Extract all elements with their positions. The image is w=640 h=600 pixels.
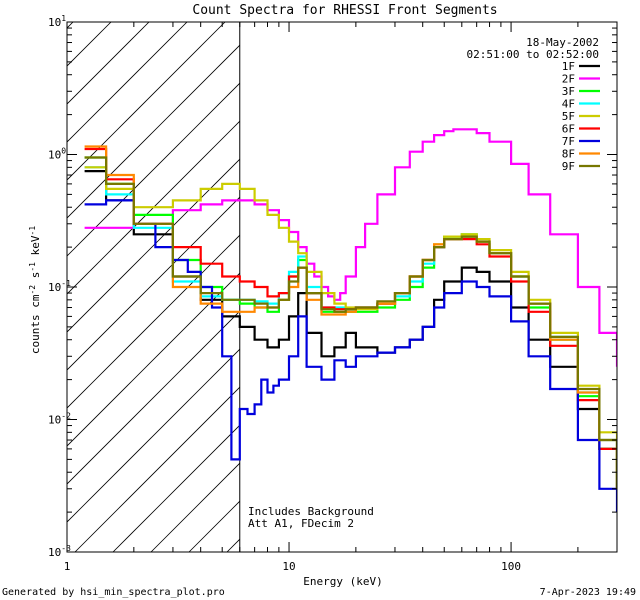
hatch-line: [67, 82, 240, 257]
generated-by-label: Generated by hsi_min_spectra_plot.pro: [2, 587, 225, 598]
series-9F: [84, 156, 617, 489]
hatch-line: [67, 310, 240, 485]
note-background: Includes Background: [248, 505, 374, 518]
legend-label: 1F: [562, 60, 575, 73]
y-tick-label: 101: [48, 14, 66, 29]
legend-label: 8F: [562, 148, 575, 161]
y-tick-base: 10: [48, 149, 61, 162]
hatch-line: [112, 424, 240, 552]
legend-label: 3F: [562, 85, 575, 98]
y-tick-label: 10-3: [48, 544, 71, 559]
y-tick-exponent: 0: [61, 147, 66, 156]
legend-label: 7F: [562, 135, 575, 148]
y-tick-exponent: -1: [61, 279, 71, 288]
date-label: 18-May-2002: [526, 36, 599, 49]
y-tick-exponent: 1: [61, 14, 66, 23]
hatch-line: [67, 120, 240, 295]
y-label-mid: s: [29, 272, 42, 285]
chart-title: Count Spectra for RHESSI Front Segments: [192, 3, 497, 18]
y-label-exp-1: -2: [28, 285, 37, 295]
x-tick-label: 100: [501, 560, 521, 573]
hatch-line: [67, 22, 150, 105]
legend-label: 6F: [562, 123, 575, 136]
y-label-exp-2: -1: [28, 262, 37, 272]
x-tick-label: 10: [282, 560, 295, 573]
excluded-energy-hatch: [67, 22, 240, 552]
y-axis-label: counts cm-2 s-1 keV-1: [28, 226, 42, 354]
series-2F: [84, 128, 617, 367]
time-range-label: 02:51:00 to 02:52:00: [467, 48, 599, 61]
hatch-line: [67, 44, 240, 219]
hatch-line: [67, 158, 240, 333]
hatch-line: [74, 386, 240, 552]
y-label-exp-3: -1: [28, 226, 37, 236]
legend-label: 2F: [562, 73, 575, 86]
y-tick-base: 10: [48, 414, 61, 427]
y-label-base: counts cm: [29, 294, 42, 354]
y-tick-exponent: -2: [61, 412, 71, 421]
y-tick-base: 10: [48, 16, 61, 29]
legend-label: 5F: [562, 110, 575, 123]
y-tick-base: 10: [48, 281, 61, 294]
hatch-line: [67, 22, 188, 143]
hatch-line: [67, 22, 226, 181]
y-tick-exponent: -3: [61, 544, 71, 553]
y-tick-base: 10: [48, 546, 61, 559]
x-axis-label: Energy (keV): [303, 575, 382, 588]
timestamp-label: 7-Apr-2023 19:49: [540, 587, 636, 598]
series-7F: [84, 199, 617, 513]
series-layer: [84, 128, 617, 513]
legend-label: 4F: [562, 98, 575, 111]
x-tick-labels: 1 10 100: [64, 560, 521, 573]
x-tick-label: 1: [64, 560, 71, 573]
hatch-line: [67, 196, 240, 371]
y-tick-label: 100: [48, 147, 66, 162]
hatch-line: [67, 234, 240, 409]
note-attenuator: Att A1, FDecim 2: [248, 517, 354, 530]
axis-ticks: [66, 22, 618, 553]
y-tick-label: 10-1: [48, 279, 71, 294]
hatch-line: [67, 348, 240, 523]
y-label-mid-2: keV: [29, 235, 42, 262]
legend-label: 9F: [562, 160, 575, 173]
y-tick-label: 10-2: [48, 412, 71, 427]
